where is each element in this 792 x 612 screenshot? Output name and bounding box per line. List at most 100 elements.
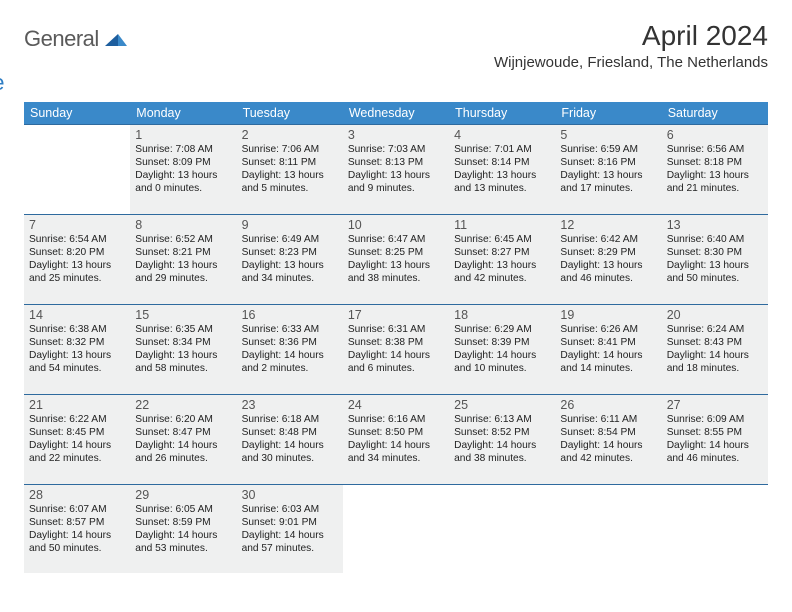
logo-triangle-icon bbox=[105, 30, 127, 51]
info-line-daylight1: Daylight: 13 hours bbox=[667, 169, 763, 182]
calendar-cell: 12Sunrise: 6:42 AMSunset: 8:29 PMDayligh… bbox=[555, 215, 661, 305]
info-line-daylight1: Daylight: 13 hours bbox=[242, 169, 338, 182]
info-line-daylight1: Daylight: 13 hours bbox=[135, 349, 231, 362]
info-line-daylight2: and 38 minutes. bbox=[348, 272, 444, 285]
cell-content: 29Sunrise: 6:05 AMSunset: 8:59 PMDayligh… bbox=[130, 485, 236, 573]
info-line-sunrise: Sunrise: 6:52 AM bbox=[135, 233, 231, 246]
info-line-daylight2: and 5 minutes. bbox=[242, 182, 338, 195]
info-line-daylight1: Daylight: 14 hours bbox=[348, 439, 444, 452]
cell-content bbox=[662, 485, 768, 573]
info-line-sunrise: Sunrise: 6:05 AM bbox=[135, 503, 231, 516]
cell-content: 7Sunrise: 6:54 AMSunset: 8:20 PMDaylight… bbox=[24, 215, 130, 304]
info-line-sunset: Sunset: 8:14 PM bbox=[454, 156, 550, 169]
info-line-daylight2: and 50 minutes. bbox=[667, 272, 763, 285]
info-line-daylight2: and 29 minutes. bbox=[135, 272, 231, 285]
info-line-daylight2: and 14 minutes. bbox=[560, 362, 656, 375]
info-line-daylight2: and 53 minutes. bbox=[135, 542, 231, 555]
info-line-daylight2: and 21 minutes. bbox=[667, 182, 763, 195]
info-line-sunrise: Sunrise: 6:45 AM bbox=[454, 233, 550, 246]
info-line-sunrise: Sunrise: 6:13 AM bbox=[454, 413, 550, 426]
info-line-sunset: Sunset: 8:57 PM bbox=[29, 516, 125, 529]
day-number: 16 bbox=[242, 308, 338, 322]
info-line-sunset: Sunset: 8:47 PM bbox=[135, 426, 231, 439]
day-header: Saturday bbox=[662, 102, 768, 125]
day-info: Sunrise: 7:06 AMSunset: 8:11 PMDaylight:… bbox=[242, 143, 338, 195]
day-number: 23 bbox=[242, 398, 338, 412]
header: General Blue April 2024 Wijnjewoude, Fri… bbox=[24, 20, 768, 96]
calendar-cell: 10Sunrise: 6:47 AMSunset: 8:25 PMDayligh… bbox=[343, 215, 449, 305]
cell-content: 6Sunrise: 6:56 AMSunset: 8:18 PMDaylight… bbox=[662, 125, 768, 214]
info-line-daylight2: and 46 minutes. bbox=[667, 452, 763, 465]
title-block: April 2024 Wijnjewoude, Friesland, The N… bbox=[494, 20, 768, 71]
info-line-daylight1: Daylight: 14 hours bbox=[135, 439, 231, 452]
cell-content: 22Sunrise: 6:20 AMSunset: 8:47 PMDayligh… bbox=[130, 395, 236, 484]
day-number: 30 bbox=[242, 488, 338, 502]
day-number: 18 bbox=[454, 308, 550, 322]
day-number: 15 bbox=[135, 308, 231, 322]
calendar-row: 1Sunrise: 7:08 AMSunset: 8:09 PMDaylight… bbox=[24, 125, 768, 215]
cell-content bbox=[24, 125, 130, 214]
info-line-daylight2: and 13 minutes. bbox=[454, 182, 550, 195]
cell-content: 20Sunrise: 6:24 AMSunset: 8:43 PMDayligh… bbox=[662, 305, 768, 394]
cell-content: 11Sunrise: 6:45 AMSunset: 8:27 PMDayligh… bbox=[449, 215, 555, 304]
info-line-daylight1: Daylight: 14 hours bbox=[560, 349, 656, 362]
day-info: Sunrise: 6:38 AMSunset: 8:32 PMDaylight:… bbox=[29, 323, 125, 375]
info-line-daylight1: Daylight: 14 hours bbox=[242, 529, 338, 542]
info-line-daylight2: and 6 minutes. bbox=[348, 362, 444, 375]
info-line-sunset: Sunset: 8:48 PM bbox=[242, 426, 338, 439]
info-line-sunset: Sunset: 8:43 PM bbox=[667, 336, 763, 349]
day-info: Sunrise: 6:22 AMSunset: 8:45 PMDaylight:… bbox=[29, 413, 125, 465]
cell-content: 10Sunrise: 6:47 AMSunset: 8:25 PMDayligh… bbox=[343, 215, 449, 304]
cell-content bbox=[343, 485, 449, 573]
calendar-cell: 6Sunrise: 6:56 AMSunset: 8:18 PMDaylight… bbox=[662, 125, 768, 215]
info-line-sunset: Sunset: 8:52 PM bbox=[454, 426, 550, 439]
calendar-cell bbox=[555, 485, 661, 573]
info-line-daylight1: Daylight: 13 hours bbox=[135, 259, 231, 272]
info-line-sunset: Sunset: 8:59 PM bbox=[135, 516, 231, 529]
info-line-sunset: Sunset: 8:23 PM bbox=[242, 246, 338, 259]
day-info: Sunrise: 6:09 AMSunset: 8:55 PMDaylight:… bbox=[667, 413, 763, 465]
info-line-sunset: Sunset: 8:55 PM bbox=[667, 426, 763, 439]
day-number: 5 bbox=[560, 128, 656, 142]
info-line-sunset: Sunset: 8:54 PM bbox=[560, 426, 656, 439]
info-line-daylight1: Daylight: 14 hours bbox=[667, 349, 763, 362]
calendar-cell: 29Sunrise: 6:05 AMSunset: 8:59 PMDayligh… bbox=[130, 485, 236, 573]
calendar-cell: 14Sunrise: 6:38 AMSunset: 8:32 PMDayligh… bbox=[24, 305, 130, 395]
info-line-daylight2: and 46 minutes. bbox=[560, 272, 656, 285]
info-line-sunrise: Sunrise: 6:59 AM bbox=[560, 143, 656, 156]
day-info: Sunrise: 6:40 AMSunset: 8:30 PMDaylight:… bbox=[667, 233, 763, 285]
info-line-sunset: Sunset: 8:29 PM bbox=[560, 246, 656, 259]
info-line-daylight2: and 18 minutes. bbox=[667, 362, 763, 375]
info-line-sunrise: Sunrise: 7:01 AM bbox=[454, 143, 550, 156]
day-number: 13 bbox=[667, 218, 763, 232]
day-header: Tuesday bbox=[237, 102, 343, 125]
calendar-cell: 9Sunrise: 6:49 AMSunset: 8:23 PMDaylight… bbox=[237, 215, 343, 305]
info-line-daylight1: Daylight: 13 hours bbox=[135, 169, 231, 182]
info-line-daylight2: and 42 minutes. bbox=[454, 272, 550, 285]
info-line-daylight1: Daylight: 13 hours bbox=[560, 259, 656, 272]
info-line-daylight1: Daylight: 13 hours bbox=[348, 169, 444, 182]
calendar-cell: 25Sunrise: 6:13 AMSunset: 8:52 PMDayligh… bbox=[449, 395, 555, 485]
day-info: Sunrise: 6:47 AMSunset: 8:25 PMDaylight:… bbox=[348, 233, 444, 285]
info-line-sunset: Sunset: 8:11 PM bbox=[242, 156, 338, 169]
info-line-sunset: Sunset: 8:50 PM bbox=[348, 426, 444, 439]
info-line-daylight1: Daylight: 14 hours bbox=[29, 529, 125, 542]
day-number: 26 bbox=[560, 398, 656, 412]
cell-content: 18Sunrise: 6:29 AMSunset: 8:39 PMDayligh… bbox=[449, 305, 555, 394]
info-line-daylight2: and 22 minutes. bbox=[29, 452, 125, 465]
calendar-cell: 13Sunrise: 6:40 AMSunset: 8:30 PMDayligh… bbox=[662, 215, 768, 305]
day-info: Sunrise: 6:45 AMSunset: 8:27 PMDaylight:… bbox=[454, 233, 550, 285]
cell-content: 27Sunrise: 6:09 AMSunset: 8:55 PMDayligh… bbox=[662, 395, 768, 484]
day-info: Sunrise: 6:33 AMSunset: 8:36 PMDaylight:… bbox=[242, 323, 338, 375]
info-line-sunrise: Sunrise: 6:20 AM bbox=[135, 413, 231, 426]
info-line-daylight1: Daylight: 14 hours bbox=[242, 349, 338, 362]
info-line-sunset: Sunset: 8:41 PM bbox=[560, 336, 656, 349]
info-line-sunrise: Sunrise: 7:03 AM bbox=[348, 143, 444, 156]
info-line-daylight2: and 9 minutes. bbox=[348, 182, 444, 195]
cell-content: 8Sunrise: 6:52 AMSunset: 8:21 PMDaylight… bbox=[130, 215, 236, 304]
info-line-sunrise: Sunrise: 6:31 AM bbox=[348, 323, 444, 336]
calendar-cell: 7Sunrise: 6:54 AMSunset: 8:20 PMDaylight… bbox=[24, 215, 130, 305]
info-line-sunset: Sunset: 8:21 PM bbox=[135, 246, 231, 259]
calendar-cell bbox=[24, 125, 130, 215]
cell-content: 14Sunrise: 6:38 AMSunset: 8:32 PMDayligh… bbox=[24, 305, 130, 394]
